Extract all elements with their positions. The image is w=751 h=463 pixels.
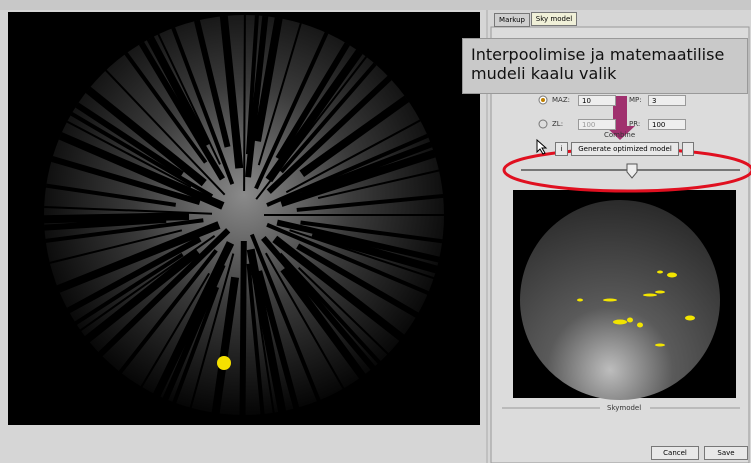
tree-trunk [244,15,245,191]
button[interactable]: Save [704,446,748,460]
input[interactable]: 10 [578,95,616,106]
button[interactable]: Cancel [651,446,699,460]
dropdown[interactable] [682,142,694,156]
label: MP: [629,96,642,104]
sun-marker [217,356,231,370]
sky-spot [667,273,677,278]
label: PR: [629,120,640,128]
sky-spot [613,320,627,325]
tree-trunk [243,241,244,415]
label: Skymodel [607,404,641,412]
sky-spot [643,294,657,297]
input[interactable]: 100 [578,119,616,130]
sky-spot [577,299,583,302]
sky-spot [603,299,617,302]
callout: Interpoolimise ja matemaatilise mudeli k… [462,38,748,94]
button[interactable]: i [555,142,568,156]
app-window: Markup Sky model Interpoolimise ja matem… [0,0,751,463]
sky-spot [637,323,643,328]
sky-spot [685,316,695,321]
input[interactable]: 100 [648,119,686,130]
tab[interactable]: Markup [494,13,530,27]
sky-spot [655,344,665,347]
sky-model-image [520,200,720,400]
sky-spot [655,291,665,294]
label: Combine [604,131,635,139]
tree-trunk [44,216,189,219]
radio-selected [541,98,545,102]
sky-spot [627,318,633,323]
tab-active[interactable]: Sky model [531,12,577,26]
input[interactable]: 3 [648,95,686,106]
sky-spot [657,271,663,274]
radio-zl[interactable] [539,120,547,128]
label: ZL: [552,120,563,128]
label: MAZ: [552,96,570,104]
button[interactable]: Generate optimized model [571,142,679,156]
